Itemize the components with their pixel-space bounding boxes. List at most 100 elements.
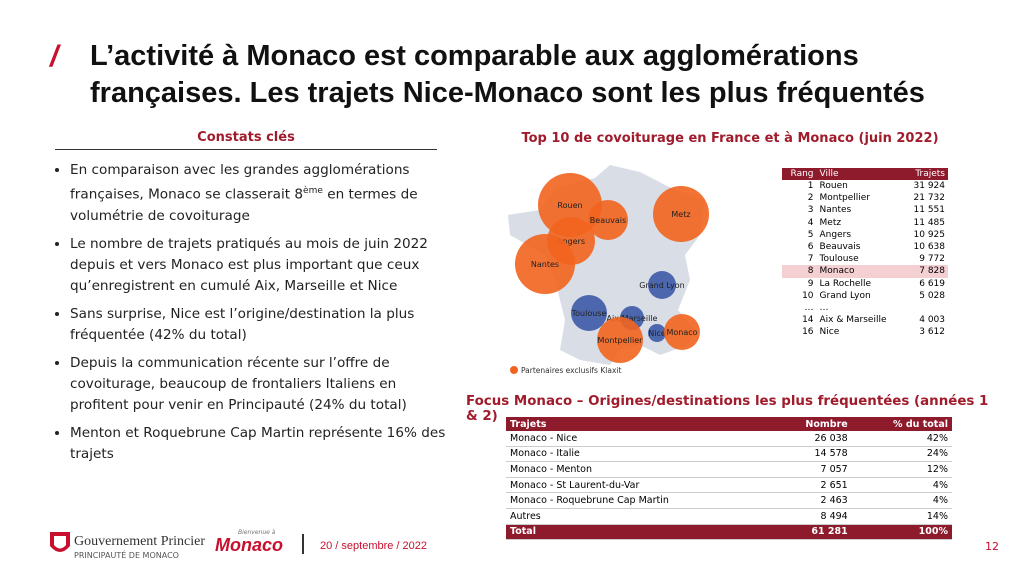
total-row: Total 61 281 100% xyxy=(506,524,952,541)
cell: 24% xyxy=(851,446,952,463)
cell: 7 828 xyxy=(903,265,948,278)
city-label: Beauvais xyxy=(590,216,626,225)
row: 4 Metz 11 485 xyxy=(782,217,948,229)
cell: Grand Lyon xyxy=(819,290,871,301)
row: Monaco - St Laurent-du-Var 2 651 4% xyxy=(506,477,952,494)
cell: 6 xyxy=(807,242,814,253)
cell: 6 619 xyxy=(919,278,945,289)
cell: Aix & Marseille xyxy=(819,315,887,326)
row: Monaco - Menton 7 057 12% xyxy=(506,461,952,478)
row: Monaco - Roquebrune Cap Martin 2 463 4% xyxy=(506,492,952,509)
row: 2 Montpellier 21 732 xyxy=(782,192,948,204)
slide-title: L’activité à Monaco est comparable aux a… xyxy=(90,40,925,109)
bullet: Le nombre de trajets pratiqués au mois d… xyxy=(70,234,455,297)
row: 16 Nice 3 612 xyxy=(782,326,948,338)
city-bubble xyxy=(588,200,628,240)
bullet-text: Depuis la communication récente sur l’of… xyxy=(70,354,407,413)
cell: 3 xyxy=(807,205,814,216)
row: 7 Toulouse 9 772 xyxy=(782,253,948,265)
bullet: Depuis la communication récente sur l’of… xyxy=(70,353,455,416)
total-cell: 61 281 xyxy=(771,524,852,541)
cell: La Rochelle xyxy=(819,278,871,289)
header-row: Rang Ville Trajets xyxy=(782,168,948,180)
city-label: Metz xyxy=(671,210,690,219)
cell: 31 924 xyxy=(913,181,946,192)
legend-dot xyxy=(510,366,518,374)
cell: 4 xyxy=(807,217,814,228)
cell: 2 xyxy=(807,193,814,204)
row: 10 Grand Lyon 5 028 xyxy=(782,290,948,302)
cell: 10 925 xyxy=(913,229,946,240)
city-label: Grand Lyon xyxy=(639,281,685,290)
focus-table: Trajets Nombre% du total Monaco - Nice 26 0… xyxy=(506,417,952,541)
page-number: 12 xyxy=(985,540,999,553)
map: Rouen Beauvais Metz Angers Nantes Grand Lyon T… xyxy=(508,165,709,375)
row: Autres 8 494 14% xyxy=(506,508,952,525)
cell: Monaco - St Laurent-du-Var xyxy=(506,477,772,494)
divider xyxy=(302,534,304,554)
cell: Monaco xyxy=(816,265,904,278)
city-label: Nantes xyxy=(531,260,559,269)
city-bubble xyxy=(597,317,643,363)
row: 6 Beauvais 10 638 xyxy=(782,241,948,253)
cell: 5 028 xyxy=(919,290,945,301)
cell: Montpellier xyxy=(819,193,871,204)
section-heading: Constats clés xyxy=(55,130,437,150)
city-bubble xyxy=(571,295,607,331)
bullet: Menton et Roquebrune Cap Martin représen… xyxy=(70,423,455,465)
cell: Monaco - Menton xyxy=(506,461,772,478)
row: Monaco - Nice 26 038 42% xyxy=(506,431,952,447)
cell: 9 772 xyxy=(919,254,945,265)
cell: 26 038 xyxy=(771,431,852,447)
row: 3 Nantes 11 551 xyxy=(782,204,948,216)
cell: 14 xyxy=(802,315,814,326)
bullet-text: Menton et Roquebrune Cap Martin représen… xyxy=(70,424,446,462)
brand-small: Bienvenue à xyxy=(238,529,276,536)
city-bubble xyxy=(653,186,709,242)
cell: Monaco - Italie xyxy=(506,446,772,463)
cell: 11 551 xyxy=(913,205,946,216)
ranking-table: Rang Ville Trajets 1 Rouen 31 924 2 Montpellier… xyxy=(782,168,948,338)
cell: Rouen xyxy=(819,181,848,192)
bullet-text: Sans surprise, Nice est l’origine/destin… xyxy=(70,305,415,343)
cell: 11 485 xyxy=(913,217,946,228)
cell: 8 xyxy=(782,265,817,278)
map-title: Top 10 de covoiturage en France et à Mon… xyxy=(521,131,939,146)
header-cell: Ville xyxy=(816,168,904,180)
city-label: Rouen xyxy=(557,201,582,210)
header-row: Trajets Nombre% du total xyxy=(506,417,952,431)
city-label: Monaco xyxy=(666,328,697,337)
cell: Beauvais xyxy=(819,242,861,253)
cell: 7 057 xyxy=(771,461,852,478)
header-cell: Nombre xyxy=(771,417,852,431)
header-cell: Trajets xyxy=(506,417,772,431)
cell: Nice xyxy=(819,327,840,338)
city-bubble xyxy=(515,234,575,294)
coat-of-arms xyxy=(50,532,70,552)
header-cell: Rang xyxy=(782,168,817,180)
city-label: Angers xyxy=(557,237,585,246)
cell: Metz xyxy=(819,217,842,228)
bullet: En comparaison avec les grandes agglomér… xyxy=(70,160,455,227)
cell: Autres xyxy=(506,508,772,525)
cell: 2 463 xyxy=(771,492,852,509)
cell: 14 578 xyxy=(771,446,852,463)
cell: Angers xyxy=(819,229,852,240)
cell: 42% xyxy=(851,431,952,447)
cell: 10 638 xyxy=(913,242,946,253)
cell: 8 494 xyxy=(771,508,852,525)
cell: Monaco - Roquebrune Cap Martin xyxy=(506,492,772,509)
brand-logo: Monaco xyxy=(215,535,284,555)
cell: … xyxy=(819,302,829,313)
row: Monaco - Italie 14 578 24% xyxy=(506,446,952,463)
total-cell: 100% xyxy=(851,524,952,541)
city-label: Toulouse xyxy=(571,309,607,318)
row: 9 La Rochelle 6 619 xyxy=(782,278,948,290)
cell: … xyxy=(804,302,814,313)
bullet-list: En comparaison avec les grandes agglomér… xyxy=(52,160,455,472)
legend-label: Partenaires exclusifs Klaxit xyxy=(521,366,621,375)
bullet-text: Le nombre de trajets pratiqués au mois d… xyxy=(70,235,428,294)
cell: 4% xyxy=(851,492,952,509)
cell: Monaco - Nice xyxy=(506,431,772,447)
cell: 1 xyxy=(807,181,814,192)
